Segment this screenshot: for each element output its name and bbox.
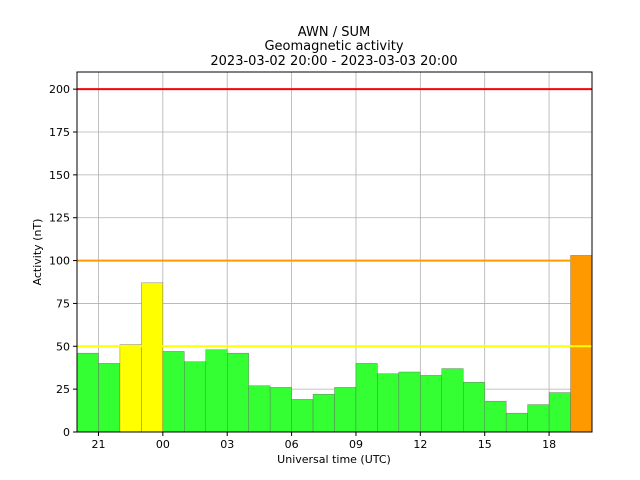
y-tick-label: 25 [56, 383, 70, 396]
x-tick-label: 03 [220, 438, 234, 451]
threshold-lines [77, 88, 592, 348]
y-tick-label: 100 [49, 255, 70, 268]
chart-title-line-3: 2023-03-02 20:00 - 2023-03-03 20:00 [210, 54, 457, 69]
y-axis-label: Activity (nT) [31, 219, 44, 286]
y-tick-label: 50 [56, 340, 70, 353]
bar [548, 392, 571, 433]
bar [355, 363, 378, 433]
bar [484, 400, 507, 433]
x-tick-label: 18 [542, 438, 556, 451]
x-tick-label: 06 [285, 438, 299, 451]
bar [162, 351, 185, 433]
chart-title-line-1: AWN / SUM [298, 25, 370, 40]
bar [377, 373, 400, 433]
x-tick-label: 15 [478, 438, 492, 451]
bar [227, 352, 249, 433]
x-tick-label: 09 [349, 438, 363, 451]
plot-frame [76, 71, 593, 433]
x-axis: 21 00 03 06 09 12 15 18 [91, 432, 556, 451]
chart-title-line-2: Geomagnetic activity [264, 39, 403, 54]
y-tick-label: 150 [49, 169, 70, 182]
bar [570, 255, 593, 433]
bar [205, 349, 228, 433]
bar [505, 412, 528, 433]
x-tick-label: 00 [156, 438, 170, 451]
y-tick-label: 125 [49, 212, 70, 225]
bar [312, 394, 335, 433]
bar [248, 385, 271, 433]
x-tick-label: 12 [413, 438, 427, 451]
bar [269, 387, 292, 433]
bar [76, 352, 99, 433]
bar [98, 363, 121, 433]
bar [441, 368, 464, 433]
bars [76, 255, 593, 433]
bar [398, 371, 421, 433]
bar [420, 375, 442, 433]
bar [119, 344, 142, 433]
y-tick-label: 175 [49, 126, 70, 139]
bar [334, 387, 357, 433]
bar [184, 361, 206, 433]
bar [527, 404, 550, 433]
y-tick-label: 200 [49, 83, 70, 96]
x-axis-label: Universal time (UTC) [277, 453, 391, 466]
y-axis: 0 25 50 75 100 125 150 175 200 [49, 83, 77, 439]
bar [291, 399, 314, 433]
bar [141, 282, 164, 433]
x-tick-label: 21 [91, 438, 105, 451]
bar [463, 382, 485, 433]
y-tick-label: 0 [63, 426, 70, 439]
y-tick-label: 75 [56, 297, 70, 310]
